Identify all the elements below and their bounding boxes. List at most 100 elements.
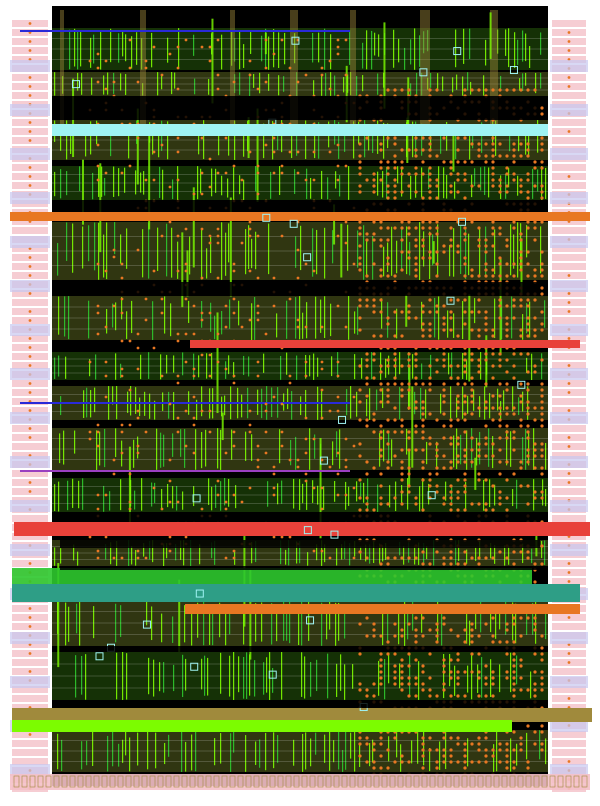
- cell-stripe: [118, 168, 120, 197]
- via-dot: [442, 736, 446, 740]
- via-dot: [449, 244, 453, 248]
- via-dot: [379, 472, 383, 476]
- io-left-via: [28, 391, 32, 394]
- cell-stripe: [294, 169, 296, 194]
- via-dot: [200, 45, 204, 49]
- cell-stripe: [254, 296, 256, 340]
- via-dot: [456, 178, 460, 182]
- cell-stripe: [470, 81, 472, 95]
- io-left-pad: [12, 227, 48, 234]
- io-bottom-cell: [245, 775, 252, 788]
- via-dot: [449, 496, 453, 500]
- cell-stripe: [224, 478, 226, 506]
- via-dot: [184, 360, 188, 364]
- cell-stripe: [506, 430, 508, 466]
- cell-stripe: [406, 226, 408, 275]
- cell-stripe: [103, 234, 105, 278]
- via-dot: [136, 332, 140, 336]
- via-dot: [540, 250, 544, 254]
- via-dot: [477, 358, 481, 362]
- via-dot: [365, 298, 369, 302]
- via-dot: [304, 360, 308, 364]
- cell-stripe: [133, 439, 135, 468]
- via-dot: [407, 406, 411, 410]
- via-dot: [533, 406, 537, 410]
- cell-stripe: [120, 73, 122, 91]
- via-dot: [463, 418, 467, 422]
- via-dot: [512, 562, 516, 566]
- cell-stripe: [116, 540, 118, 566]
- macro-outline: [319, 456, 328, 465]
- cell-stripe: [191, 734, 193, 771]
- via-dot: [393, 310, 397, 314]
- io-left-via: [28, 436, 32, 439]
- via-dot: [184, 535, 188, 539]
- via-dot: [320, 66, 324, 70]
- via-dot: [512, 298, 516, 302]
- cell-stripe: [305, 120, 307, 160]
- via-dot: [336, 45, 340, 49]
- via-dot: [152, 45, 156, 49]
- cell-stripe: [374, 32, 376, 56]
- via-dot: [379, 658, 383, 662]
- via-dot: [442, 556, 446, 560]
- via-dot: [540, 274, 544, 278]
- cell-stripe: [162, 169, 164, 200]
- cell-stripe: [110, 542, 112, 565]
- via-dot: [421, 550, 425, 554]
- via-dot: [442, 328, 446, 332]
- via-dot: [336, 38, 340, 42]
- via-dot: [470, 268, 474, 272]
- via-dot: [407, 256, 411, 260]
- io-left-pad: [12, 749, 48, 756]
- via-dot: [358, 166, 362, 170]
- via-dot: [288, 297, 292, 301]
- cell-stripe: [372, 236, 374, 280]
- via-dot: [470, 412, 474, 416]
- via-dot: [414, 556, 418, 560]
- cell-stripe: [103, 485, 105, 512]
- via-dot: [365, 502, 369, 506]
- cell-stripe: [113, 166, 115, 197]
- via-dot: [393, 430, 397, 434]
- cell-stripe: [466, 430, 468, 470]
- via-dot: [358, 622, 362, 626]
- via-dot: [248, 73, 252, 77]
- via-dot: [400, 334, 404, 338]
- via-dot: [224, 556, 228, 560]
- vertical-wire: [408, 364, 411, 407]
- via-dot: [414, 682, 418, 686]
- cell-stripe: [261, 602, 263, 642]
- via-dot: [484, 664, 488, 668]
- via-dot: [248, 269, 252, 273]
- io-right-block: [550, 632, 588, 644]
- via-dot: [136, 80, 140, 84]
- io-left-via: [28, 76, 32, 79]
- via-dot: [498, 142, 502, 146]
- cell-stripe: [151, 606, 153, 641]
- via-dot: [519, 616, 523, 620]
- cell-stripe: [423, 231, 425, 267]
- cell-stripe: [281, 480, 283, 504]
- io-bottom-cell: [269, 775, 276, 788]
- via-dot: [491, 184, 495, 188]
- cell-stripe: [114, 222, 116, 255]
- cell-stripe: [326, 605, 328, 640]
- via-dot: [358, 142, 362, 146]
- via-dot: [414, 190, 418, 194]
- via-dot: [136, 451, 140, 455]
- cell-stripe: [77, 551, 79, 566]
- via-dot: [533, 580, 537, 584]
- via-dot: [336, 451, 340, 455]
- cell-stripe: [92, 730, 94, 766]
- via-dot: [526, 328, 530, 332]
- io-right-block: [550, 544, 588, 556]
- via-dot: [312, 178, 316, 182]
- via-dot: [428, 232, 432, 236]
- via-dot: [256, 458, 260, 462]
- via-dot: [152, 178, 156, 182]
- via-dot: [526, 448, 530, 452]
- io-bottom-cell: [85, 775, 92, 788]
- via-dot: [208, 353, 212, 357]
- via-dot: [435, 640, 439, 644]
